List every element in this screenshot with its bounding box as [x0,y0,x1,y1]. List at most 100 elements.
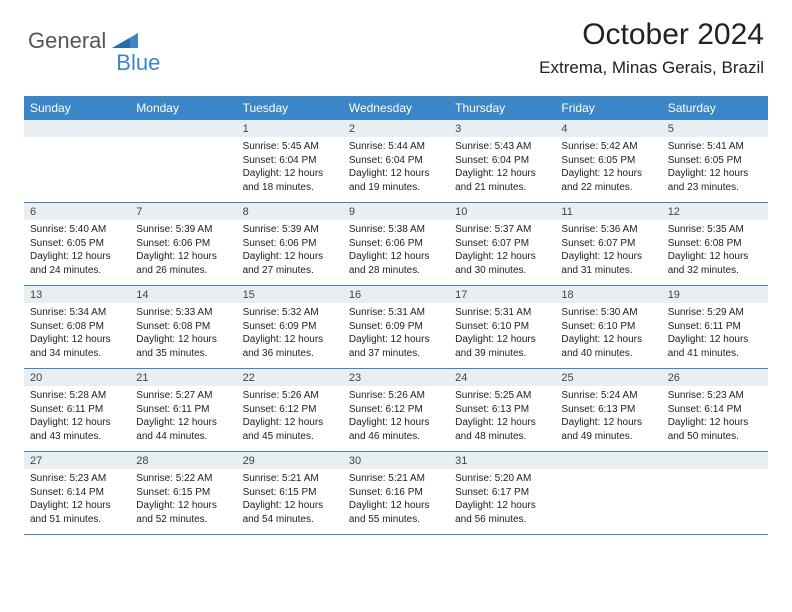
calendar-week-row: 27Sunrise: 5:23 AMSunset: 6:14 PMDayligh… [24,452,768,535]
day-number: 2 [343,120,449,137]
calendar-cell: 19Sunrise: 5:29 AMSunset: 6:11 PMDayligh… [662,286,768,369]
day-content: Sunrise: 5:24 AMSunset: 6:13 PMDaylight:… [555,386,661,451]
day-number: 26 [662,369,768,386]
day-number: 24 [449,369,555,386]
calendar-cell: 15Sunrise: 5:32 AMSunset: 6:09 PMDayligh… [237,286,343,369]
day-number: 1 [237,120,343,137]
calendar-cell: 14Sunrise: 5:33 AMSunset: 6:08 PMDayligh… [130,286,236,369]
day-header: Saturday [662,96,768,120]
calendar-week-row: 20Sunrise: 5:28 AMSunset: 6:11 PMDayligh… [24,369,768,452]
day-content: Sunrise: 5:36 AMSunset: 6:07 PMDaylight:… [555,220,661,285]
title-block: October 2024 Extrema, Minas Gerais, Braz… [539,18,764,78]
calendar-cell: 22Sunrise: 5:26 AMSunset: 6:12 PMDayligh… [237,369,343,452]
calendar-week-row: 6Sunrise: 5:40 AMSunset: 6:05 PMDaylight… [24,203,768,286]
day-number: 19 [662,286,768,303]
day-content: Sunrise: 5:43 AMSunset: 6:04 PMDaylight:… [449,137,555,202]
day-header-row: SundayMondayTuesdayWednesdayThursdayFrid… [24,96,768,120]
calendar-cell: 0 [24,120,130,203]
day-content: Sunrise: 5:20 AMSunset: 6:17 PMDaylight:… [449,469,555,534]
calendar-cell: 7Sunrise: 5:39 AMSunset: 6:06 PMDaylight… [130,203,236,286]
calendar-cell: 6Sunrise: 5:40 AMSunset: 6:05 PMDaylight… [24,203,130,286]
day-content: Sunrise: 5:39 AMSunset: 6:06 PMDaylight:… [237,220,343,285]
day-header: Tuesday [237,96,343,120]
calendar-table: SundayMondayTuesdayWednesdayThursdayFrid… [24,96,768,535]
calendar-cell: 27Sunrise: 5:23 AMSunset: 6:14 PMDayligh… [24,452,130,535]
calendar-cell: 1Sunrise: 5:45 AMSunset: 6:04 PMDaylight… [237,120,343,203]
day-content: Sunrise: 5:31 AMSunset: 6:09 PMDaylight:… [343,303,449,368]
calendar-cell: 25Sunrise: 5:24 AMSunset: 6:13 PMDayligh… [555,369,661,452]
location: Extrema, Minas Gerais, Brazil [539,58,764,78]
calendar-cell: 3Sunrise: 5:43 AMSunset: 6:04 PMDaylight… [449,120,555,203]
day-content: Sunrise: 5:44 AMSunset: 6:04 PMDaylight:… [343,137,449,202]
calendar-cell: 4Sunrise: 5:42 AMSunset: 6:05 PMDaylight… [555,120,661,203]
day-number: 5 [662,120,768,137]
calendar-cell: 13Sunrise: 5:34 AMSunset: 6:08 PMDayligh… [24,286,130,369]
day-header: Wednesday [343,96,449,120]
day-number: 15 [237,286,343,303]
day-number: 7 [130,203,236,220]
day-number: 20 [24,369,130,386]
calendar-cell: 30Sunrise: 5:21 AMSunset: 6:16 PMDayligh… [343,452,449,535]
day-content: Sunrise: 5:42 AMSunset: 6:05 PMDaylight:… [555,137,661,202]
calendar-cell: 31Sunrise: 5:20 AMSunset: 6:17 PMDayligh… [449,452,555,535]
day-number: 31 [449,452,555,469]
day-number: 23 [343,369,449,386]
calendar-week-row: 13Sunrise: 5:34 AMSunset: 6:08 PMDayligh… [24,286,768,369]
day-number: 10 [449,203,555,220]
day-content: Sunrise: 5:21 AMSunset: 6:15 PMDaylight:… [237,469,343,534]
calendar-cell: 0 [555,452,661,535]
calendar-cell: 20Sunrise: 5:28 AMSunset: 6:11 PMDayligh… [24,369,130,452]
day-number: 6 [24,203,130,220]
logo-text-general: General [28,28,106,54]
day-number: 29 [237,452,343,469]
day-number: 22 [237,369,343,386]
day-number: 27 [24,452,130,469]
calendar-cell: 10Sunrise: 5:37 AMSunset: 6:07 PMDayligh… [449,203,555,286]
day-header: Thursday [449,96,555,120]
calendar-cell: 0 [662,452,768,535]
day-number: 28 [130,452,236,469]
calendar-cell: 8Sunrise: 5:39 AMSunset: 6:06 PMDaylight… [237,203,343,286]
day-content: Sunrise: 5:33 AMSunset: 6:08 PMDaylight:… [130,303,236,368]
calendar-cell: 26Sunrise: 5:23 AMSunset: 6:14 PMDayligh… [662,369,768,452]
day-header: Monday [130,96,236,120]
day-content: Sunrise: 5:23 AMSunset: 6:14 PMDaylight:… [24,469,130,534]
day-content: Sunrise: 5:35 AMSunset: 6:08 PMDaylight:… [662,220,768,285]
day-number: 17 [449,286,555,303]
day-content: Sunrise: 5:32 AMSunset: 6:09 PMDaylight:… [237,303,343,368]
day-number: 21 [130,369,236,386]
calendar-week-row: 0 0 1Sunrise: 5:45 AMSunset: 6:04 PMDayl… [24,120,768,203]
calendar-cell: 11Sunrise: 5:36 AMSunset: 6:07 PMDayligh… [555,203,661,286]
day-content: Sunrise: 5:40 AMSunset: 6:05 PMDaylight:… [24,220,130,285]
day-number: 25 [555,369,661,386]
day-number: 3 [449,120,555,137]
calendar-cell: 16Sunrise: 5:31 AMSunset: 6:09 PMDayligh… [343,286,449,369]
day-content: Sunrise: 5:31 AMSunset: 6:10 PMDaylight:… [449,303,555,368]
day-header: Sunday [24,96,130,120]
day-content: Sunrise: 5:21 AMSunset: 6:16 PMDaylight:… [343,469,449,534]
logo: General Blue [28,18,160,64]
day-header: Friday [555,96,661,120]
header: General Blue October 2024 Extrema, Minas… [0,0,792,84]
day-content: Sunrise: 5:29 AMSunset: 6:11 PMDaylight:… [662,303,768,368]
calendar-cell: 2Sunrise: 5:44 AMSunset: 6:04 PMDaylight… [343,120,449,203]
day-content: Sunrise: 5:37 AMSunset: 6:07 PMDaylight:… [449,220,555,285]
calendar-cell: 28Sunrise: 5:22 AMSunset: 6:15 PMDayligh… [130,452,236,535]
day-number: 30 [343,452,449,469]
day-number: 16 [343,286,449,303]
day-content: Sunrise: 5:22 AMSunset: 6:15 PMDaylight:… [130,469,236,534]
day-content: Sunrise: 5:38 AMSunset: 6:06 PMDaylight:… [343,220,449,285]
day-content: Sunrise: 5:28 AMSunset: 6:11 PMDaylight:… [24,386,130,451]
day-number: 13 [24,286,130,303]
day-content: Sunrise: 5:26 AMSunset: 6:12 PMDaylight:… [343,386,449,451]
day-number: 18 [555,286,661,303]
calendar-cell: 29Sunrise: 5:21 AMSunset: 6:15 PMDayligh… [237,452,343,535]
calendar-cell: 21Sunrise: 5:27 AMSunset: 6:11 PMDayligh… [130,369,236,452]
day-number: 8 [237,203,343,220]
day-content: Sunrise: 5:41 AMSunset: 6:05 PMDaylight:… [662,137,768,202]
calendar-cell: 0 [130,120,236,203]
calendar-cell: 23Sunrise: 5:26 AMSunset: 6:12 PMDayligh… [343,369,449,452]
calendar-cell: 12Sunrise: 5:35 AMSunset: 6:08 PMDayligh… [662,203,768,286]
calendar-cell: 5Sunrise: 5:41 AMSunset: 6:05 PMDaylight… [662,120,768,203]
day-number: 4 [555,120,661,137]
